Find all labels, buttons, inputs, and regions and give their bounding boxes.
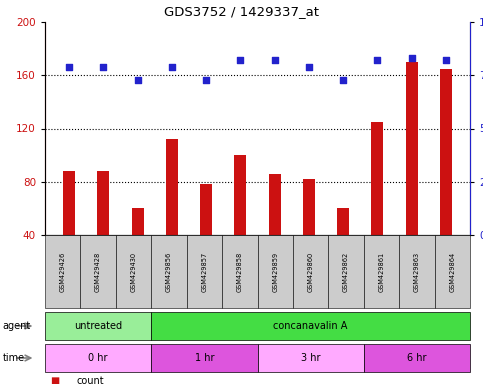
Text: 3 hr: 3 hr (301, 353, 320, 363)
Bar (234, 155, 246, 288)
Text: GSM429426: GSM429426 (60, 252, 66, 291)
Text: GSM429862: GSM429862 (343, 252, 349, 291)
Bar (440, 69, 452, 288)
Text: GDS3752 / 1429337_at: GDS3752 / 1429337_at (164, 5, 319, 18)
Bar (166, 139, 178, 288)
Text: GSM429428: GSM429428 (95, 252, 101, 291)
Bar (200, 184, 212, 288)
Bar (406, 62, 418, 288)
Point (65, 64, 73, 70)
Text: GSM429858: GSM429858 (237, 252, 243, 291)
Text: 6 hr: 6 hr (407, 353, 426, 363)
Point (373, 57, 381, 63)
Point (408, 55, 415, 61)
Point (202, 76, 210, 83)
Point (237, 57, 244, 63)
Bar (337, 209, 349, 288)
Bar (269, 174, 281, 288)
Point (271, 57, 279, 63)
Text: GSM429864: GSM429864 (449, 252, 455, 291)
Point (305, 64, 313, 70)
Bar (371, 122, 384, 288)
Point (99, 64, 107, 70)
Point (168, 64, 176, 70)
Point (340, 76, 347, 83)
Point (442, 57, 450, 63)
Text: time: time (2, 353, 25, 363)
Text: GSM429430: GSM429430 (130, 252, 137, 291)
Text: GSM429860: GSM429860 (308, 252, 313, 291)
Text: GSM429861: GSM429861 (379, 252, 384, 291)
Bar (63, 171, 75, 288)
Text: 0 hr: 0 hr (88, 353, 108, 363)
Text: ■: ■ (50, 376, 59, 384)
Bar (131, 209, 143, 288)
Text: GSM429857: GSM429857 (201, 252, 207, 291)
Text: GSM429856: GSM429856 (166, 252, 172, 291)
Point (134, 76, 142, 83)
Text: 1 hr: 1 hr (195, 353, 214, 363)
Text: agent: agent (2, 321, 30, 331)
Bar (303, 179, 315, 288)
Text: count: count (76, 376, 104, 384)
Text: untreated: untreated (74, 321, 122, 331)
Text: concanavalin A: concanavalin A (273, 321, 348, 331)
Text: GSM429863: GSM429863 (414, 252, 420, 291)
Text: GSM429859: GSM429859 (272, 252, 278, 291)
Bar (97, 171, 109, 288)
